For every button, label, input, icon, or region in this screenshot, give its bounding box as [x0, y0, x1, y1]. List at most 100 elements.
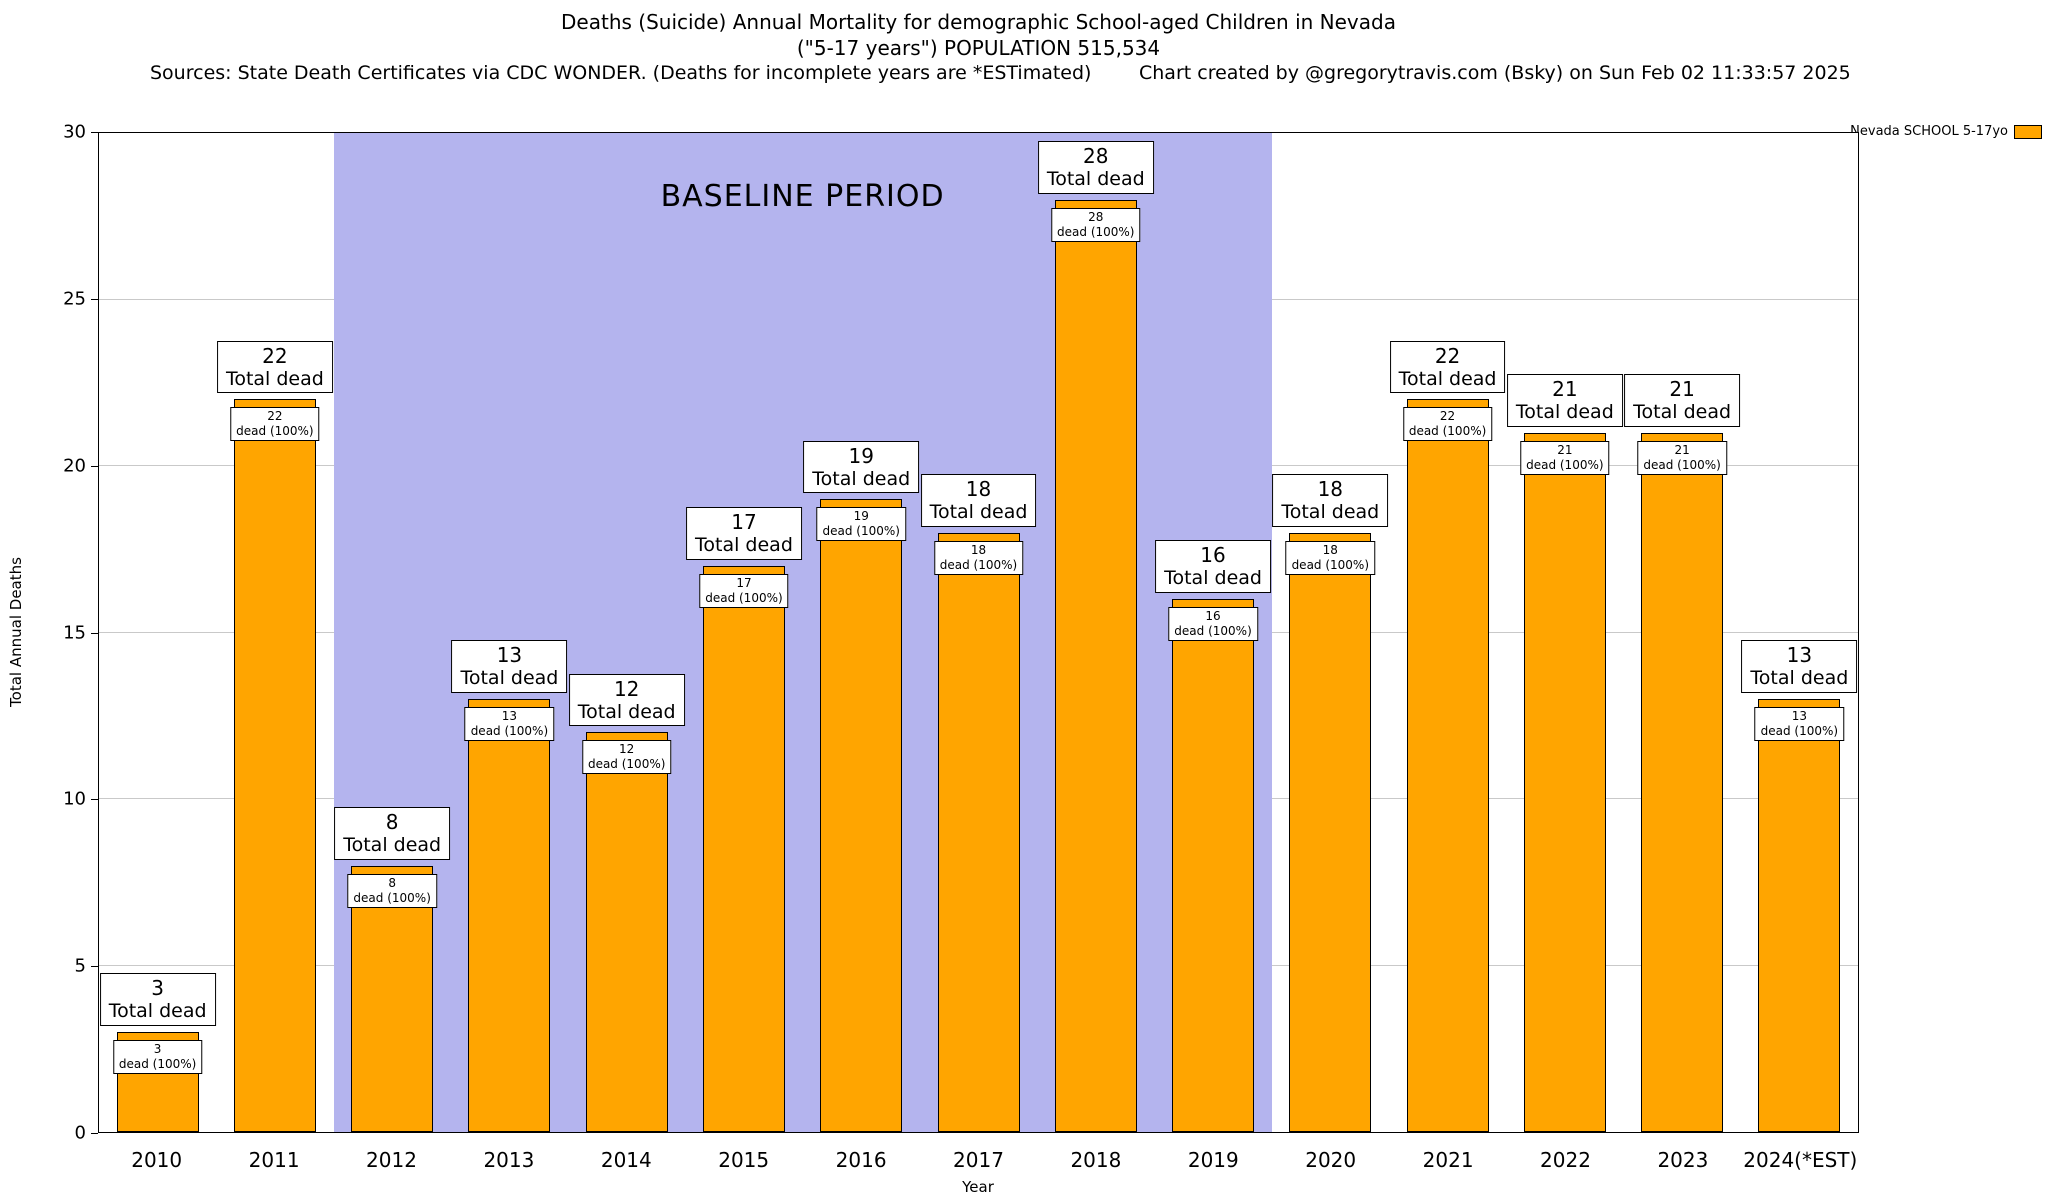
inner-value: 8 — [388, 875, 396, 890]
inner-suffix: dead (100%) — [118, 1057, 197, 1072]
bar-total-label: 22 Total dead — [1389, 340, 1506, 394]
x-tick-label: 2024(*EST) — [1743, 1148, 1858, 1172]
chart-title: Deaths (Suicide) Annual Mortality for de… — [561, 10, 1396, 34]
bar-2022 — [1523, 432, 1606, 1132]
legend-swatch — [2014, 124, 2042, 139]
inner-suffix: dead (100%) — [1760, 724, 1839, 739]
total-suffix: Total dead — [1398, 367, 1497, 390]
inner-value: 18 — [970, 542, 987, 557]
x-tick-label: 2011 — [248, 1148, 300, 1172]
inner-value: 28 — [1088, 209, 1104, 224]
bar-total-label: 18 Total dead — [1272, 473, 1389, 527]
inner-value: 22 — [267, 409, 283, 424]
bar-2017 — [937, 532, 1020, 1132]
inner-suffix: dead (100%) — [353, 890, 431, 905]
total-value: 12 — [613, 676, 640, 701]
total-value: 13 — [496, 643, 523, 668]
x-tick-label: 2010 — [131, 1148, 183, 1172]
y-tick-label: 5 — [74, 955, 86, 977]
inner-value: 17 — [736, 575, 752, 590]
bar-inner-label: 13 dead (100%) — [1754, 707, 1845, 742]
bar-total-label: 22 Total dead — [216, 340, 333, 394]
x-tick-label: 2013 — [483, 1148, 535, 1172]
chart-subtitle: ("5-17 years") POPULATION 515,534 — [796, 36, 1161, 60]
inner-suffix: dead (100%) — [236, 424, 314, 439]
inner-suffix: dead (100%) — [1643, 457, 1721, 472]
bar-2021 — [1406, 399, 1489, 1132]
bar-inner-label: 17 dead (100%) — [699, 573, 789, 608]
inner-value: 19 — [853, 509, 869, 524]
bar-total-label: 8 Total dead — [334, 806, 451, 860]
inner-suffix: dead (100%) — [705, 590, 783, 605]
total-suffix: Total dead — [460, 667, 559, 690]
bar-2016 — [820, 499, 903, 1132]
bar-inner-label: 21 dead (100%) — [1637, 440, 1727, 475]
inner-value: 12 — [619, 742, 635, 757]
inner-suffix: dead (100%) — [1291, 557, 1370, 572]
inner-suffix: dead (100%) — [1174, 624, 1252, 639]
total-value: 22 — [1434, 343, 1461, 368]
inner-value: 21 — [1557, 442, 1573, 457]
total-suffix: Total dead — [929, 500, 1028, 523]
inner-value: 16 — [1205, 609, 1221, 624]
y-tick-label: 15 — [63, 622, 86, 643]
x-tick-label: 2014 — [600, 1148, 652, 1172]
bar-total-label: 18 Total dead — [920, 473, 1037, 527]
total-value: 13 — [1786, 643, 1813, 668]
plot-area: BASELINE PERIOD 3 Total dead 3 dead (100%) 22… — [98, 132, 1859, 1133]
inner-suffix: dead (100%) — [822, 524, 900, 539]
y-tick-label: 30 — [63, 121, 86, 143]
inner-suffix: dead (100%) — [1057, 224, 1135, 239]
y-tick-label: 25 — [63, 288, 86, 310]
legend: Nevada SCHOOL 5-17yo — [1850, 124, 2042, 139]
inner-value: 18 — [1322, 542, 1338, 557]
bar-total-label: 13 Total dead — [451, 640, 568, 694]
total-value: 16 — [1200, 543, 1226, 568]
bar-2018 — [1054, 199, 1137, 1132]
y-tick-mark — [91, 1133, 98, 1134]
inner-suffix: dead (100%) — [1408, 424, 1487, 439]
x-tick-label: 2023 — [1657, 1148, 1709, 1172]
total-suffix: Total dead — [225, 367, 324, 390]
bar-inner-label: 3 dead (100%) — [112, 1040, 203, 1075]
y-tick-mark — [91, 298, 98, 300]
total-value: 28 — [1083, 143, 1109, 168]
x-tick-label: 2017 — [953, 1148, 1004, 1172]
bar-inner-label: 22 dead (100%) — [230, 407, 320, 442]
bar-total-label: 19 Total dead — [803, 440, 920, 494]
bar-inner-label: 18 dead (100%) — [1285, 540, 1376, 575]
bar-total-label: 3 Total dead — [99, 973, 216, 1027]
bar-total-label: 21 Total dead — [1624, 373, 1741, 427]
credit-note: Chart created by @gregorytravis.com (Bsk… — [1139, 62, 1851, 84]
y-tick-mark — [91, 465, 98, 467]
bar-inner-label: 19 dead (100%) — [816, 507, 906, 542]
x-tick-label: 2019 — [1187, 1148, 1239, 1172]
bar-inner-label: 12 dead (100%) — [581, 740, 672, 775]
inner-value: 13 — [501, 709, 518, 724]
inner-suffix: dead (100%) — [1526, 457, 1604, 472]
y-tick-mark — [91, 132, 98, 133]
total-suffix: Total dead — [695, 534, 793, 557]
inner-suffix: dead (100%) — [939, 557, 1018, 572]
bar-2023 — [1641, 432, 1724, 1132]
total-suffix: Total dead — [1164, 567, 1262, 590]
total-value: 18 — [965, 476, 992, 501]
total-suffix: Total dead — [577, 700, 676, 723]
bar-total-label: 21 Total dead — [1506, 373, 1623, 427]
total-suffix: Total dead — [1515, 400, 1614, 423]
bar-total-label: 12 Total dead — [568, 673, 685, 727]
inner-value: 3 — [153, 1042, 162, 1057]
x-tick-label: 2012 — [366, 1148, 417, 1172]
inner-suffix: dead (100%) — [587, 757, 666, 772]
bar-2020 — [1289, 532, 1372, 1132]
y-tick-mark — [91, 799, 98, 801]
y-tick-label: 10 — [63, 788, 86, 810]
bar-2013 — [468, 699, 551, 1132]
bar-inner-label: 28 dead (100%) — [1051, 207, 1141, 242]
total-value: 21 — [1552, 376, 1578, 401]
y-tick-label: 20 — [63, 455, 86, 477]
bar-inner-label: 21 dead (100%) — [1520, 440, 1610, 475]
x-tick-label: 2021 — [1422, 1148, 1474, 1172]
y-tick-label: 0 — [74, 1122, 86, 1144]
